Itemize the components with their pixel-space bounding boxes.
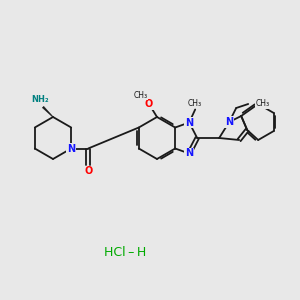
Text: O: O xyxy=(145,99,153,109)
Text: CH₃: CH₃ xyxy=(134,91,148,100)
Text: O: O xyxy=(84,167,92,176)
Text: HCl – H: HCl – H xyxy=(104,245,146,259)
Text: N: N xyxy=(225,117,233,127)
Polygon shape xyxy=(42,106,53,117)
Text: CH₃: CH₃ xyxy=(188,99,202,108)
Text: N: N xyxy=(67,143,75,154)
Text: NH₂: NH₂ xyxy=(31,95,49,104)
Text: CH₃: CH₃ xyxy=(255,100,269,109)
Text: N: N xyxy=(185,118,193,128)
Text: N: N xyxy=(185,148,193,158)
